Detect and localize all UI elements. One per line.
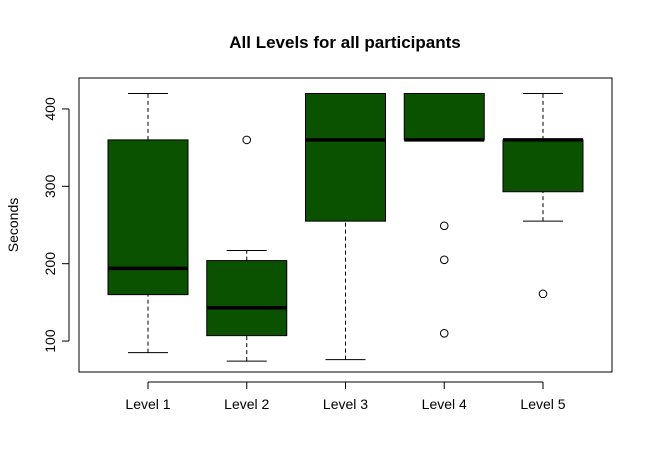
box-iqr [502, 139, 584, 193]
box-1 [107, 92, 189, 354]
plot-frame [78, 77, 613, 373]
box-iqr [206, 260, 288, 337]
outlier-point [439, 221, 449, 231]
outlier-point [439, 255, 449, 265]
box-iqr [107, 139, 189, 296]
box-iqr [305, 92, 386, 222]
box-2 [206, 135, 288, 362]
y-tick-label: 400 [42, 97, 58, 121]
box-iqr [403, 92, 485, 141]
box-5 [502, 92, 584, 299]
y-tick-label: 100 [42, 329, 58, 353]
outlier-point [439, 329, 449, 338]
outlier-point [242, 135, 252, 145]
box-3 [305, 92, 386, 361]
x-tick-label: Level 4 [422, 396, 467, 412]
chart-title: All Levels for all participants [229, 33, 460, 52]
x-tick-label: Level 3 [323, 396, 368, 412]
y-tick-label: 300 [42, 174, 58, 198]
x-tick-label: Level 5 [520, 396, 565, 412]
x-tick-label: Level 1 [125, 396, 170, 412]
x-axis: Level 1 Level 2 Level 3 Level 4 Level 5 [125, 381, 566, 412]
y-tick-label: 200 [42, 252, 58, 276]
y-axis: 100 200 300 400 [42, 97, 70, 353]
outlier-point [538, 289, 548, 299]
y-axis-label: Seconds [5, 198, 21, 252]
box-4 [403, 92, 485, 338]
x-tick-label: Level 2 [224, 396, 269, 412]
boxes-group [107, 92, 584, 362]
